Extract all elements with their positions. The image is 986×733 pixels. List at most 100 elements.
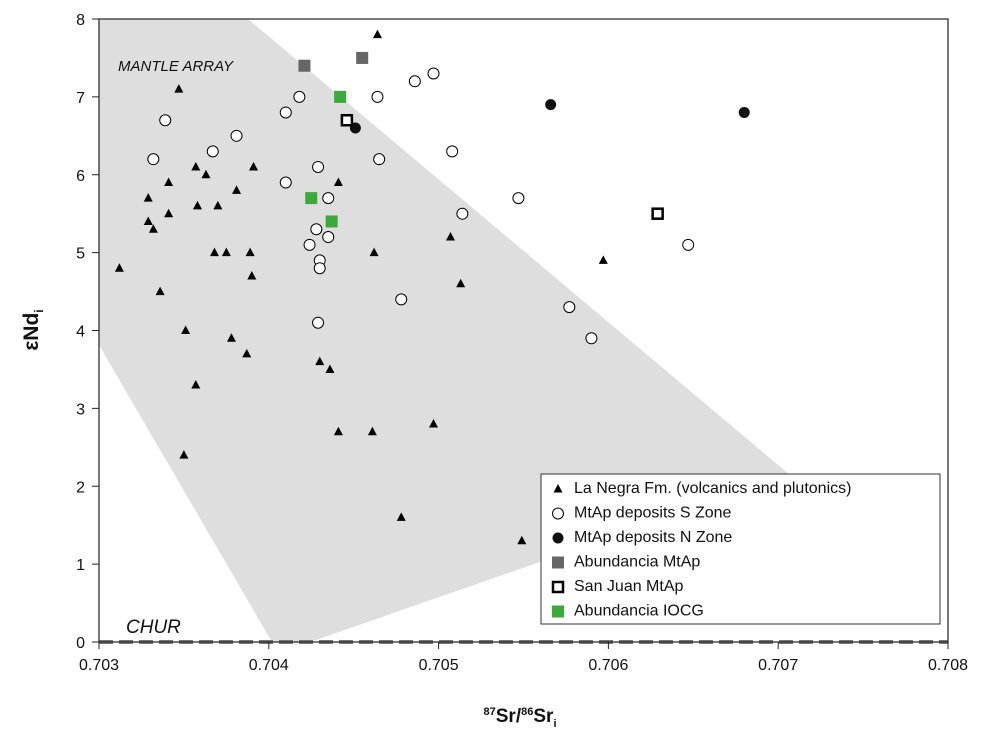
y-tick-label: 7 [76,90,85,107]
y-axis-label: εNdi [20,309,46,350]
point [456,207,469,220]
legend-label: Abundancia IOCG [574,603,704,620]
point [333,177,343,187]
point [206,145,219,158]
y-tick-label: 0 [76,635,85,652]
legend-label: MtAp deposits N Zone [574,529,732,546]
point [279,176,292,189]
point [230,129,243,142]
point [143,216,153,225]
x-label-part: Sr [533,706,554,727]
legend-marker [552,532,564,544]
y-tick-label: 8 [76,12,85,29]
x-label-part: Sr/ [496,706,522,727]
point [114,263,124,272]
y-tick-label: 1 [76,557,85,574]
point [312,160,325,173]
point [395,293,408,306]
point [312,316,325,329]
point [279,106,292,119]
x-tick-label: 0.706 [588,657,628,674]
point [313,262,326,275]
point [369,247,379,257]
point [221,247,231,257]
point [232,185,242,194]
point [585,332,598,345]
y-label-sub: i [32,309,46,312]
x-tick-label: 0.707 [758,657,798,674]
point [191,161,201,171]
point [322,231,335,244]
legend-label: San Juan MtAp [574,578,684,595]
legend-marker [552,605,564,618]
point [249,161,259,171]
y-tick-label: 2 [76,479,85,496]
point [147,153,160,166]
point [325,364,335,373]
point [143,193,153,202]
point [245,247,255,257]
point [293,90,306,103]
point [333,426,343,436]
y-label-main: εNd [20,313,43,351]
point [164,177,174,187]
y-tick-label: 3 [76,401,85,418]
x-axis-label: 87Sr/86Sri [484,706,557,730]
point [371,90,384,103]
point [209,247,219,257]
x-tick-label: 0.705 [419,657,459,674]
point [682,238,695,251]
y-tick-label: 4 [76,324,85,341]
legend-label: Abundancia MtAp [574,554,700,571]
legend-label: La Negra Fm. (volcanics and plutonics) [574,480,851,497]
point [201,169,211,179]
point [408,75,421,88]
point [322,192,335,205]
legend-marker [552,556,564,569]
legend-marker [551,580,565,594]
point [396,512,406,521]
point [738,106,750,118]
point [446,145,459,158]
legend-marker [553,484,563,493]
point [191,380,201,389]
point [315,356,325,366]
point [651,207,664,220]
point [456,278,466,288]
point [367,426,377,436]
point [155,286,165,296]
point [512,192,525,205]
point [427,67,440,80]
point [174,84,184,93]
x-label-part: 86 [521,706,533,718]
y-tick-label: 6 [76,168,85,185]
x-label-part: i [553,718,556,730]
point [242,348,252,358]
point [325,215,338,228]
legend-label: MtAp deposits S Zone [574,505,732,522]
x-tick-label: 0.708 [928,657,968,674]
point [445,232,455,241]
point [213,200,223,210]
point [164,208,174,218]
annotation: CHUR [126,617,181,638]
x-label-part: 87 [484,706,496,718]
point [247,270,257,280]
point [340,113,354,127]
point [179,450,189,459]
x-tick-label: 0.703 [79,657,119,674]
x-tick-label: 0.704 [249,657,289,674]
point [373,153,386,166]
point [159,114,172,127]
point [517,535,527,545]
y-tick-label: 5 [76,246,85,263]
legend-marker [552,507,564,520]
point [429,418,439,428]
point [305,192,318,205]
point [563,301,576,314]
point [303,238,316,251]
point [310,223,323,236]
point [192,200,202,210]
point [598,255,608,264]
